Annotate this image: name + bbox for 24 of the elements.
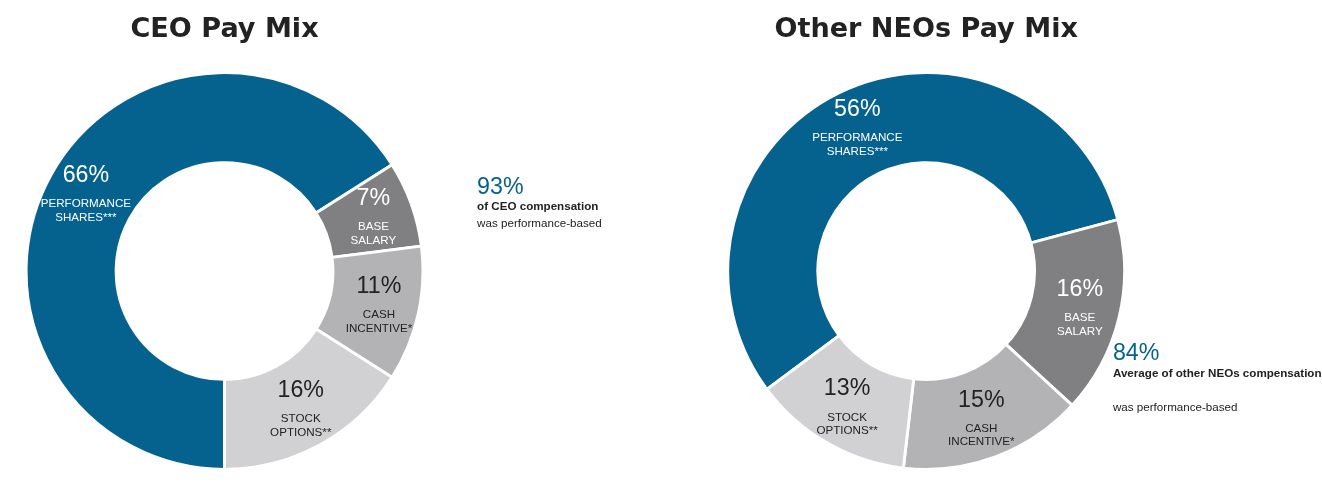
text: of CEO compensation bbox=[477, 199, 599, 213]
text: Average of other NEOs compensation bbox=[1112, 365, 1322, 379]
data-label: 66% bbox=[62, 161, 110, 188]
data-label: 16% bbox=[277, 376, 324, 403]
text: was performance-based bbox=[1111, 400, 1238, 414]
text: was performance-based bbox=[476, 216, 602, 230]
data-label: 13% bbox=[823, 374, 871, 401]
slice-label: STOCK OPTIONS** bbox=[270, 411, 332, 438]
slice-label: PERFORMANCE SHARES*** bbox=[40, 196, 132, 223]
text: 93% bbox=[477, 172, 524, 199]
data-label: 7% bbox=[356, 183, 391, 210]
slice-label: BASE SALARY bbox=[350, 219, 397, 246]
slice-label: BASE SALARY bbox=[1057, 310, 1103, 337]
slice-label: STOCK OPTIONS** bbox=[816, 409, 879, 437]
data-label: 11% bbox=[356, 271, 402, 298]
slice-label: PERFORMANCE SHARES*** bbox=[812, 130, 903, 157]
chart-title: Other NEOs Pay Mix bbox=[774, 11, 1079, 43]
slice-label: CASH INCENTIVE* bbox=[345, 307, 413, 334]
chart-title: CEO Pay Mix bbox=[130, 11, 320, 43]
data-label: 56% bbox=[834, 94, 881, 121]
data-label: 15% bbox=[958, 385, 1005, 412]
text: 84% bbox=[1112, 339, 1160, 366]
slice-label: CASH INCENTIVE* bbox=[948, 420, 1016, 448]
data-label: 16% bbox=[1056, 275, 1104, 302]
